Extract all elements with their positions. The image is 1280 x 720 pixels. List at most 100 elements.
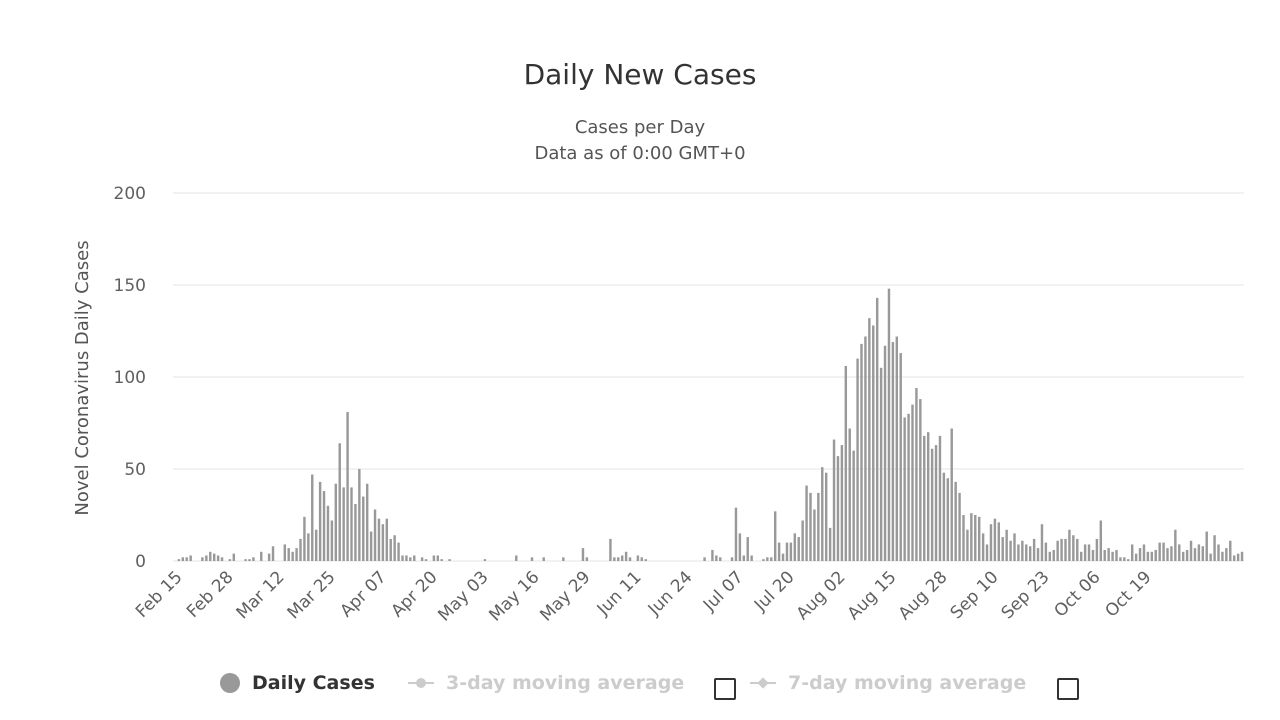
bar[interactable] (1099, 520, 1103, 561)
bar[interactable] (844, 365, 848, 561)
bar[interactable] (1134, 553, 1138, 561)
bar[interactable] (405, 555, 408, 561)
bar[interactable] (1028, 546, 1032, 561)
bar[interactable] (958, 492, 961, 561)
bar[interactable] (1005, 529, 1008, 561)
bar[interactable] (813, 509, 816, 561)
bar[interactable] (954, 481, 957, 561)
bar[interactable] (1083, 544, 1087, 561)
bar[interactable] (1115, 549, 1118, 561)
bar[interactable] (530, 557, 534, 561)
bar[interactable] (836, 456, 840, 561)
bar[interactable] (746, 537, 749, 561)
bar[interactable] (1060, 538, 1063, 561)
bar[interactable] (946, 478, 950, 561)
bar[interactable] (326, 505, 330, 561)
bar[interactable] (350, 487, 353, 561)
bar[interactable] (1225, 548, 1228, 561)
bar[interactable] (899, 353, 902, 561)
bar[interactable] (1181, 551, 1185, 561)
bar[interactable] (856, 358, 859, 561)
bar[interactable] (1162, 542, 1165, 561)
bar[interactable] (1123, 557, 1126, 561)
legend-item-7-day-average[interactable]: 7-day moving average (750, 672, 1026, 694)
bar[interactable] (1197, 544, 1201, 561)
bar[interactable] (1178, 544, 1181, 561)
bar[interactable] (879, 367, 883, 561)
bar[interactable] (585, 557, 589, 561)
bar[interactable] (985, 544, 989, 561)
bar[interactable] (271, 546, 275, 561)
bar[interactable] (362, 496, 365, 561)
bar[interactable] (440, 559, 443, 561)
bar[interactable] (181, 557, 185, 561)
bar[interactable] (872, 325, 875, 561)
bar[interactable] (373, 509, 377, 561)
bar[interactable] (738, 533, 742, 561)
bar[interactable] (1185, 549, 1189, 561)
bar[interactable] (1009, 540, 1012, 561)
bar[interactable] (817, 492, 820, 561)
bar[interactable] (919, 399, 922, 561)
bar[interactable] (907, 413, 910, 561)
bar[interactable] (291, 551, 294, 561)
bar[interactable] (295, 548, 298, 561)
bar[interactable] (715, 555, 718, 561)
bar[interactable] (377, 518, 381, 561)
bar[interactable] (562, 557, 565, 561)
bar[interactable] (542, 557, 545, 561)
bar[interactable] (981, 533, 985, 561)
bar[interactable] (915, 388, 918, 561)
bar[interactable] (1229, 540, 1232, 561)
bar[interactable] (1044, 542, 1048, 561)
bar[interactable] (1021, 540, 1024, 561)
bar[interactable] (1091, 549, 1095, 561)
bar[interactable] (883, 345, 887, 561)
bar[interactable] (1209, 553, 1212, 561)
bar[interactable] (1217, 544, 1220, 561)
bar[interactable] (216, 555, 220, 561)
bar[interactable] (636, 555, 640, 561)
bar[interactable] (609, 538, 612, 561)
bar[interactable] (821, 467, 824, 561)
bar[interactable] (1127, 559, 1130, 561)
bar[interactable] (389, 538, 392, 561)
bar[interactable] (267, 553, 271, 561)
bar[interactable] (711, 549, 714, 561)
bar[interactable] (742, 555, 746, 561)
checkbox-3-day-average[interactable] (714, 678, 736, 700)
legend-item-daily-cases[interactable]: Daily Cases (220, 672, 375, 694)
bar[interactable] (624, 551, 628, 561)
bar[interactable] (346, 411, 349, 561)
bar[interactable] (1150, 551, 1154, 561)
bar[interactable] (824, 472, 828, 561)
bar[interactable] (1068, 529, 1071, 561)
bar[interactable] (1076, 538, 1079, 561)
bar[interactable] (338, 443, 341, 561)
bar[interactable] (1189, 540, 1193, 561)
bar[interactable] (209, 551, 212, 561)
bar[interactable] (617, 557, 620, 561)
bar[interactable] (997, 522, 1001, 561)
bar[interactable] (189, 555, 192, 561)
bar[interactable] (185, 557, 188, 561)
bar[interactable] (950, 428, 953, 561)
bar[interactable] (287, 548, 290, 561)
bar[interactable] (177, 559, 181, 561)
bar[interactable] (934, 445, 938, 561)
bar[interactable] (781, 553, 785, 561)
bar[interactable] (911, 404, 914, 561)
bar[interactable] (1013, 533, 1016, 561)
bar[interactable] (515, 555, 518, 561)
bar[interactable] (977, 516, 981, 561)
bar[interactable] (409, 557, 412, 561)
bar[interactable] (397, 542, 400, 561)
bar[interactable] (303, 516, 306, 561)
bar[interactable] (993, 518, 997, 561)
bar[interactable] (777, 542, 781, 561)
bar[interactable] (766, 557, 769, 561)
bar[interactable] (354, 503, 357, 561)
bar[interactable] (318, 481, 322, 561)
bar[interactable] (581, 548, 585, 561)
bar[interactable] (640, 557, 644, 561)
